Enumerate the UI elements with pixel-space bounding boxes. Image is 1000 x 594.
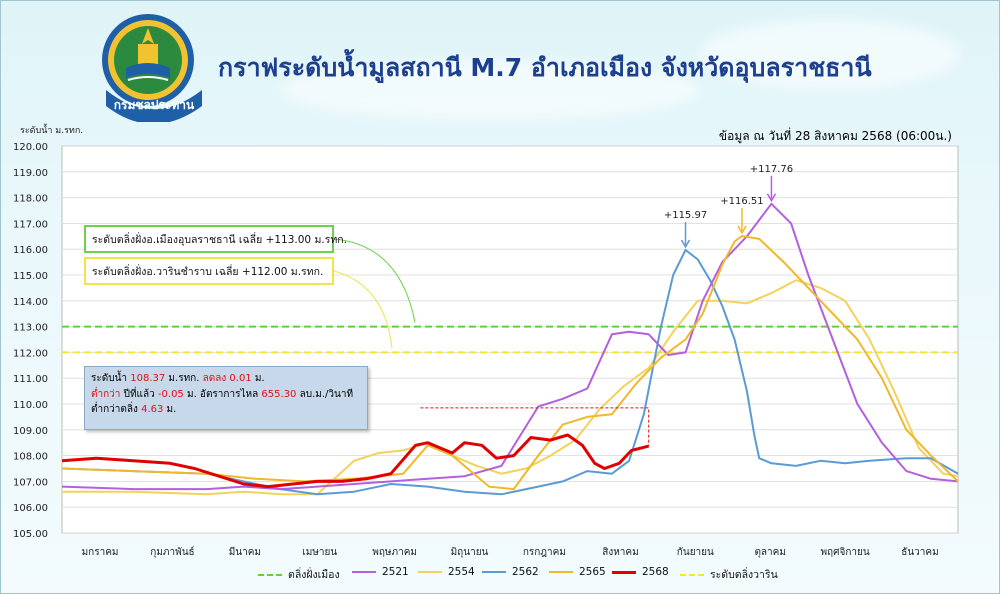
x-tick-label: กุมภาพันธ์ <box>150 546 194 558</box>
series-line-2562 <box>61 249 959 496</box>
y-tick-label: 109.00 <box>13 426 48 437</box>
legend-item: ระดับตลิ่งวาริน <box>680 566 778 583</box>
legend-item: 2521 <box>352 566 409 578</box>
x-tick-label: กันยายน <box>677 547 714 558</box>
legend-item: 2562 <box>482 566 539 578</box>
below-bank-label: ต่ำกว่าตลิ่ง <box>91 404 138 415</box>
y-tick-label: 107.00 <box>13 477 48 488</box>
legend-label: 2554 <box>448 566 475 578</box>
legend-swatch <box>680 573 704 576</box>
x-tick-label: กรกฎาคม <box>523 547 566 558</box>
y-tick-label: 120.00 <box>13 142 48 153</box>
change-unit: ม. <box>254 373 265 384</box>
legend-label: 2562 <box>512 566 539 578</box>
chart-legend: ตลิ่งฝั่งเมือง 2521 2554 2562 2565 2568 ระดับต… <box>0 566 1000 586</box>
x-tick-label: เมษายน <box>302 547 337 558</box>
data-timestamp: ข้อมูล ณ วันที่ 28 สิงหาคม 2568 (06:00น.… <box>718 129 952 143</box>
y-tick-label: 116.00 <box>13 245 48 256</box>
series-line-2568 <box>61 433 650 489</box>
legend-item: 2568 <box>612 566 669 578</box>
y-tick-label: 112.00 <box>13 348 48 359</box>
legend-label: ตลิ่งฝั่งเมือง <box>288 569 340 581</box>
plot-background <box>61 145 959 534</box>
series-line-2521 <box>61 202 959 491</box>
y-tick-label: 113.00 <box>13 323 48 334</box>
x-tick-label: พฤศจิกายน <box>820 547 869 558</box>
background-cloud <box>280 60 700 120</box>
y-tick-label: 108.00 <box>13 452 48 463</box>
flow-unit: ลบ.ม./วินาที <box>299 388 354 400</box>
x-tick-label: มีนาคม <box>229 546 261 558</box>
peak-label: +117.76 <box>750 164 793 175</box>
current-level-row: ระดับน้ำ 108.37 ม.รทก. ลดลง 0.01 ม. <box>91 371 361 387</box>
level-label: ระดับน้ำ <box>91 373 128 384</box>
change-value: 0.01 <box>229 373 252 384</box>
legend-swatch <box>612 570 636 574</box>
y-tick-label: 110.00 <box>13 400 48 411</box>
legend-label: 2521 <box>382 566 409 578</box>
y-tick-label: 105.00 <box>13 529 48 540</box>
legend-label: 2568 <box>642 566 669 578</box>
legend-swatch <box>482 571 506 573</box>
legend-swatch <box>258 573 282 576</box>
logo-text: กรมชลประทาน <box>113 98 195 112</box>
legend-item: 2565 <box>549 566 606 578</box>
legend-item: ตลิ่งฝั่งเมือง <box>258 566 340 583</box>
x-tick-label: สิงหาคม <box>602 547 638 558</box>
peak-arrowhead <box>737 225 747 235</box>
below-bank-value: 4.63 <box>141 404 164 415</box>
y-tick-label: 118.00 <box>13 194 48 205</box>
x-tick-label: ธันวาคม <box>901 547 938 558</box>
x-tick-label: พฤษภาคม <box>372 547 417 558</box>
y-tick-label: 114.00 <box>13 297 48 308</box>
peak-arrowhead <box>680 239 691 249</box>
below-bank-unit: ม. <box>166 404 177 415</box>
bank-warin-note: ระดับตลิ่งฝั่งอ.วารินชำราบ เฉลี่ย +112.0… <box>84 257 334 285</box>
background-cloud <box>700 20 960 90</box>
level-value: 108.37 <box>130 373 166 384</box>
y-tick-label: 106.00 <box>13 503 48 514</box>
bank-warin-connector <box>333 270 393 349</box>
y-tick-label: 115.00 <box>13 271 48 282</box>
page-title: กราฟระดับน้ำมูลสถานี M.7 อำเภอเมือง จังห… <box>218 53 872 82</box>
series-line-2554 <box>62 279 959 496</box>
peak-label: +115.97 <box>664 210 707 221</box>
x-tick-label: มิถุนายน <box>451 547 489 558</box>
bank-mueang-connector <box>333 238 416 323</box>
legend-swatch <box>352 571 376 573</box>
legend-swatch <box>549 571 573 573</box>
peak-label: +116.51 <box>720 196 763 207</box>
y-tick-label: 111.00 <box>13 374 48 385</box>
current-level-marker <box>420 407 650 447</box>
x-tick-label: มกราคม <box>82 547 119 558</box>
y-tick-label: 117.00 <box>13 219 48 230</box>
vs-last-year-text: ปีที่แล้ว <box>123 388 155 400</box>
legend-label: ระดับตลิ่งวาริน <box>710 569 778 581</box>
legend-swatch <box>418 571 442 573</box>
legend-label: 2565 <box>579 566 606 578</box>
flow-label: ม. อัตราการไหล <box>186 388 259 400</box>
vs-last-year-label: ต่ำกว่า <box>91 388 121 400</box>
bank-mueang-note: ระดับตลิ่งฝั่งอ.เมืองอุบลราชธานี เฉลี่ย … <box>84 225 347 253</box>
level-unit: ม.รทก. <box>168 373 200 384</box>
flow-value: 655.30 <box>261 388 297 400</box>
y-axis-label: ระดับน้ำ ม.รทก. <box>20 123 83 136</box>
plot-area: 105.00 106.00 107.00 108.00 109.00 110.00 111.… <box>13 142 959 558</box>
x-tick-label: ตุลาคม <box>754 547 786 558</box>
peak-arrowhead <box>766 193 777 203</box>
change-label: ลดลง <box>202 373 227 384</box>
below-bank-row: ต่ำกว่าตลิ่ง 4.63 ม. <box>91 402 361 418</box>
royal-irrigation-department-logo: กรมชลประทาน <box>98 10 208 124</box>
y-tick-label: 119.00 <box>13 168 48 179</box>
comparison-row: ต่ำกว่า ปีที่แล้ว -0.05 ม. อัตราการไหล 6… <box>91 387 361 403</box>
vs-last-year-value: -0.05 <box>157 388 184 400</box>
current-status-box: ระดับน้ำ 108.37 ม.รทก. ลดลง 0.01 ม. ต่ำก… <box>84 366 368 430</box>
legend-item: 2554 <box>418 566 475 578</box>
